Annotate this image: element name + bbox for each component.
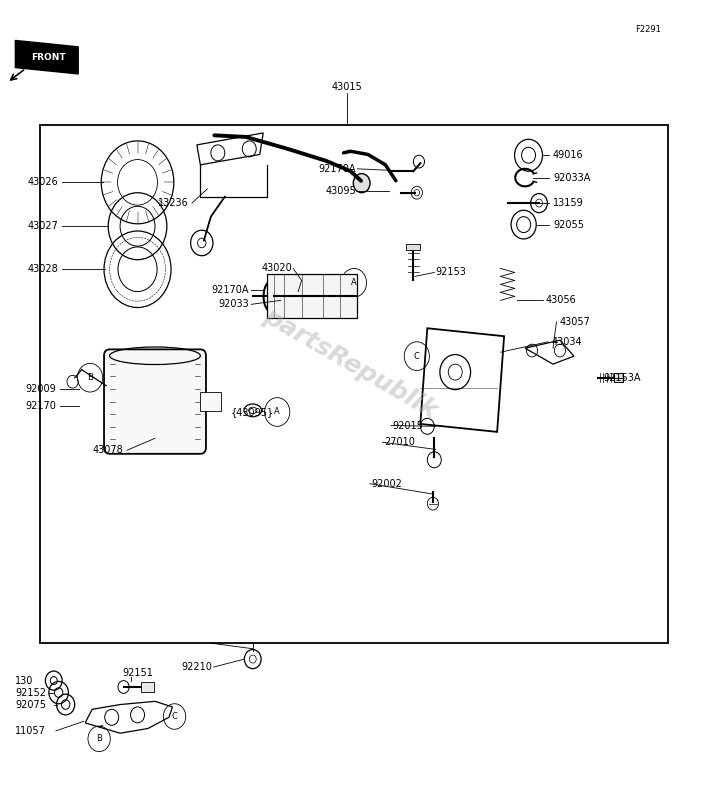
FancyBboxPatch shape xyxy=(615,373,622,382)
Text: A: A xyxy=(351,278,357,287)
Text: 92170A: 92170A xyxy=(212,285,250,295)
Text: 92009: 92009 xyxy=(26,384,57,394)
Text: 92153: 92153 xyxy=(436,267,467,278)
Text: 92170A: 92170A xyxy=(318,164,356,174)
Text: 43095: 43095 xyxy=(325,186,356,196)
FancyBboxPatch shape xyxy=(407,244,421,250)
FancyBboxPatch shape xyxy=(104,350,206,454)
Text: 11057: 11057 xyxy=(15,726,46,736)
Text: 92033: 92033 xyxy=(219,299,250,310)
Text: 43027: 43027 xyxy=(28,222,59,231)
Circle shape xyxy=(353,174,370,193)
Text: F2291: F2291 xyxy=(635,25,661,34)
Text: 130: 130 xyxy=(15,676,34,686)
Text: 43020: 43020 xyxy=(261,263,292,274)
Text: 92210: 92210 xyxy=(182,662,212,672)
Text: 92075: 92075 xyxy=(15,699,46,710)
FancyBboxPatch shape xyxy=(40,125,668,643)
Text: 92151: 92151 xyxy=(122,668,153,678)
Text: 49016: 49016 xyxy=(553,150,584,160)
Text: 92002: 92002 xyxy=(372,478,402,489)
Text: {43095}: {43095} xyxy=(231,407,274,417)
FancyBboxPatch shape xyxy=(200,392,222,411)
Text: 92015: 92015 xyxy=(393,421,423,430)
Text: 13159: 13159 xyxy=(553,198,584,208)
FancyBboxPatch shape xyxy=(266,274,358,318)
Text: FRONT: FRONT xyxy=(32,53,66,62)
Text: 43057: 43057 xyxy=(560,317,591,327)
Text: 92033A: 92033A xyxy=(553,173,590,182)
Text: C: C xyxy=(414,352,420,361)
Polygon shape xyxy=(15,41,79,74)
Text: B: B xyxy=(96,734,102,743)
Text: 92153A: 92153A xyxy=(604,373,641,382)
Text: 92170: 92170 xyxy=(26,401,57,410)
Text: 92055: 92055 xyxy=(553,220,584,230)
Text: partsRepublik: partsRepublik xyxy=(259,305,442,424)
Text: C: C xyxy=(172,712,177,721)
Text: 27010: 27010 xyxy=(384,438,415,447)
FancyBboxPatch shape xyxy=(141,682,154,692)
Text: 43026: 43026 xyxy=(28,178,59,187)
Text: 43015: 43015 xyxy=(332,82,362,92)
Text: 43056: 43056 xyxy=(546,295,577,306)
Text: 92152: 92152 xyxy=(15,687,46,698)
Text: 43078: 43078 xyxy=(93,446,123,455)
Text: B: B xyxy=(87,373,93,382)
Text: 13236: 13236 xyxy=(158,198,189,208)
Text: A: A xyxy=(274,407,280,417)
Text: 43034: 43034 xyxy=(552,337,583,347)
Text: 43028: 43028 xyxy=(28,264,59,274)
